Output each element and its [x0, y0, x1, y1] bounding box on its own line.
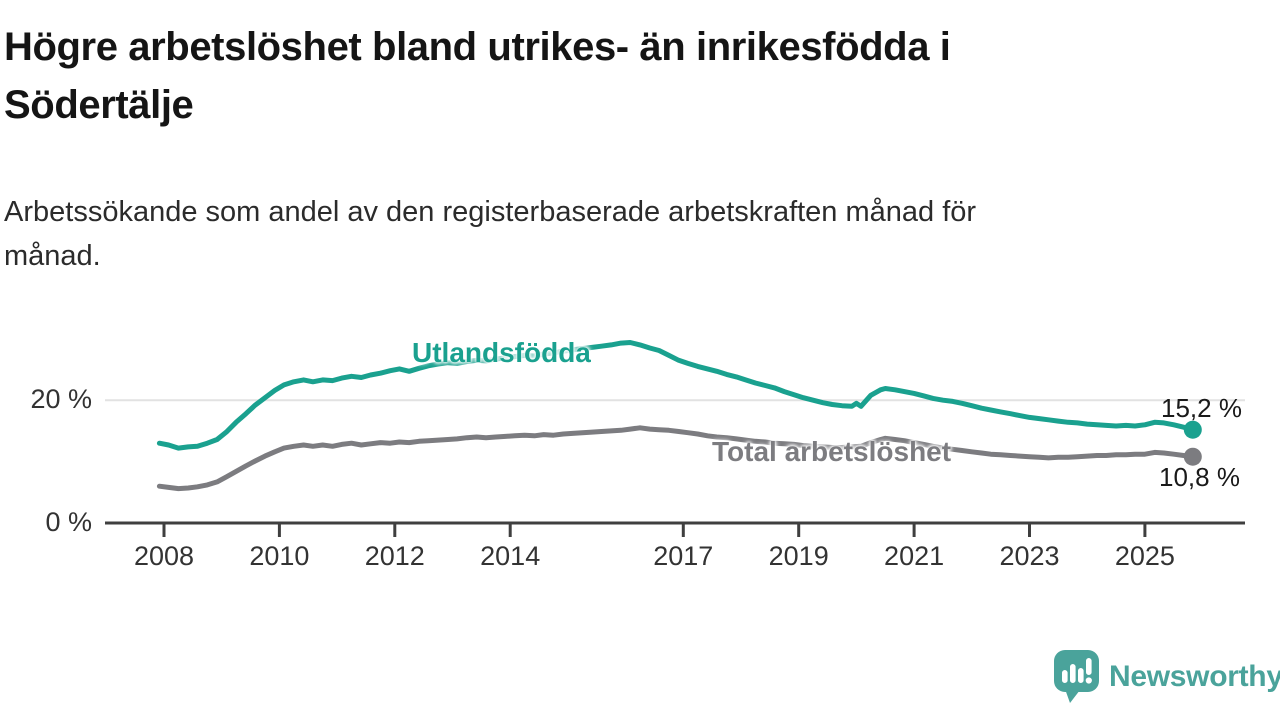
end-value-label-utlandsfodda: 15,2 %: [1161, 393, 1242, 423]
newsworthy-speech-bubble-bar-chart-icon: [1054, 650, 1099, 703]
x-tick-label-2025: 2025: [1114, 541, 1175, 571]
chart-title: Högre arbetslöshet bland utrikes- än inr…: [4, 18, 1244, 134]
series-line-total: [156, 425, 1196, 492]
chart-subtitle-line-1: Arbetssökande som andel av den registerb…: [4, 196, 977, 228]
end-value-label-total: 10,8 %: [1159, 462, 1240, 492]
series-label-utlandsfodda: Utlandsfödda: [412, 337, 591, 368]
y-tick-label-20pct: 20 %: [30, 384, 92, 415]
chart-title-line-2: Södertälje: [4, 83, 194, 127]
series-line-utlandsfodda: [156, 340, 1196, 451]
chart-title-line-1: Högre arbetslöshet bland utrikes- än inr…: [4, 25, 951, 69]
x-tick-label-2021: 2021: [884, 541, 945, 571]
series-endpoint-utlandsfodda: [1183, 420, 1202, 439]
newsworthy-brand-text: Newsworthy: [1109, 659, 1280, 693]
series-endpoint-total: [1183, 447, 1202, 466]
x-tick-label-2017: 2017: [653, 541, 714, 571]
x-tick-label-2008: 2008: [133, 541, 195, 571]
chart-subtitle: Arbetssökande som andel av den registerb…: [4, 190, 1244, 278]
series-label-total-arbetsloshet: Total arbetslöshet: [712, 436, 952, 467]
newsworthy-logo: Newsworthy: [1053, 649, 1280, 704]
x-tick-label-2014: 2014: [480, 541, 541, 571]
x-tick-label-2023: 2023: [999, 541, 1060, 571]
x-tick-label-2010: 2010: [249, 541, 310, 571]
x-tick-label-2019: 2019: [768, 541, 829, 571]
y-tick-label-0pct: 0 %: [45, 507, 92, 537]
x-tick-label-2012: 2012: [364, 541, 425, 571]
chart-subtitle-line-2: månad.: [4, 240, 101, 272]
